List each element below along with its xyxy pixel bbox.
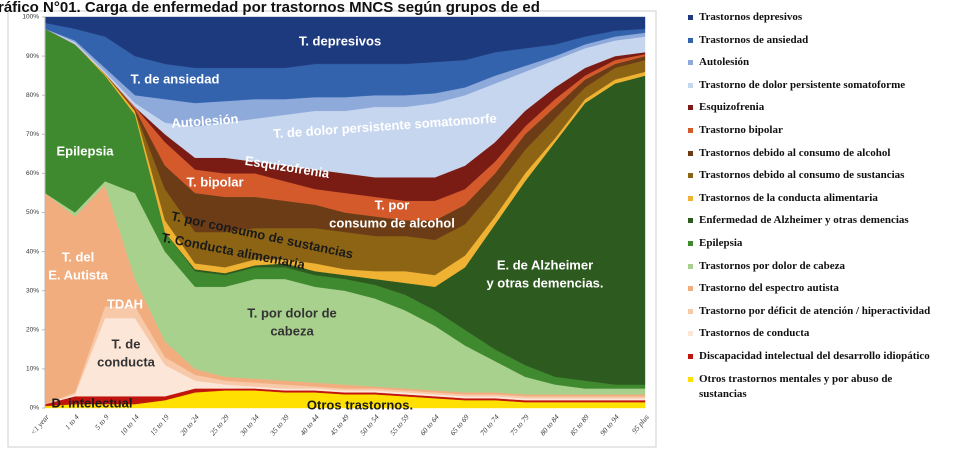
legend-label: Enfermedad de Alzheimer y otras demencia… — [699, 214, 909, 227]
legend-swatch — [688, 286, 693, 292]
legend-label: Trastornos de conducta — [699, 327, 810, 340]
legend-item: Trastornos de la conducta alimentaria — [688, 191, 878, 206]
legend-label: Trastornos debido al consumo de alcohol — [699, 146, 891, 159]
legend-swatch — [688, 37, 693, 43]
y-tick-label: 0% — [30, 405, 40, 412]
annotation: y otras demencias. — [486, 275, 603, 290]
y-tick-label: 80% — [26, 92, 39, 99]
legend-label: Trastornos debido al consumo de sustanci… — [699, 169, 905, 182]
legend-item: Trastorno de dolor persistente somatofor… — [688, 78, 905, 93]
annotation: T. de ansiedad — [131, 71, 220, 86]
legend-swatch — [688, 218, 693, 224]
legend-swatch — [688, 376, 693, 382]
annotation: Autolesión — [171, 111, 239, 131]
y-tick-label: 50% — [26, 209, 39, 216]
annotation: TDAH — [107, 296, 143, 311]
y-tick-label: 100% — [22, 14, 39, 21]
legend-swatch — [688, 150, 693, 156]
annotation: T. depresivos — [299, 33, 381, 48]
legend-item: Trastornos de ansiedad — [688, 33, 808, 48]
legend-swatch — [688, 128, 693, 133]
legend-item: Trastornos de conducta — [688, 326, 809, 341]
legend-item: Trastornos por dolor de cabeza — [688, 259, 845, 274]
legend-label: Discapacidad intelectual del desarrollo … — [699, 350, 930, 362]
legend-item: Esquizofrenia — [688, 100, 764, 115]
legend-label: Esquizofrenia — [699, 101, 765, 114]
legend-item: Trastornos depresivos — [688, 10, 802, 25]
legend-label: Autolesión — [699, 56, 750, 69]
legend-swatch — [688, 354, 693, 359]
annotation: T. bipolar — [186, 174, 243, 189]
legend-item: Trastorno del espectro autista — [688, 281, 839, 296]
y-tick-label: 70% — [26, 131, 39, 138]
legend: Trastornos depresivos Trastornos de ansie… — [688, 10, 953, 449]
y-tick-label: 20% — [26, 327, 39, 334]
legend-swatch — [688, 241, 693, 246]
y-tick-label: 10% — [26, 366, 39, 373]
legend-label: Trastornos depresivos — [699, 11, 803, 23]
y-tick-label: 40% — [26, 248, 39, 255]
legend-item: Epilepsia — [688, 236, 742, 251]
legend-label: Trastorno del espectro autista — [699, 282, 839, 295]
legend-item: Trastornos debido al consumo de alcohol — [688, 146, 890, 161]
chart-title: ráfico N°01. Carga de enfermedad por tra… — [0, 0, 540, 16]
legend-item: Otros trastornos mentales y por abuso de… — [688, 372, 923, 402]
legend-swatch — [688, 15, 693, 20]
legend-label: Trastorno de dolor persistente somatofor… — [699, 78, 906, 91]
legend-swatch — [688, 308, 693, 314]
legend-item: Trastornos debido al consumo de sustanci… — [688, 168, 904, 183]
legend-label: Epilepsia — [699, 237, 743, 249]
legend-label: Trastornos de la conducta alimentaria — [699, 191, 878, 204]
legend-label: Trastorno bipolar — [699, 124, 783, 136]
legend-item: Trastorno por déficit de atención / hipe… — [688, 304, 930, 319]
legend-label: Otros trastornos mentales y por abuso de… — [699, 372, 893, 400]
legend-label: Trastornos por dolor de cabeza — [699, 259, 846, 272]
annotation: E. de Alzheimer — [497, 257, 593, 272]
legend-swatch — [688, 173, 693, 179]
annotation: D. intelectual — [52, 395, 133, 410]
legend-swatch — [688, 105, 693, 111]
y-tick-label: 60% — [26, 170, 39, 177]
legend-item: Discapacidad intelectual del desarrollo … — [688, 349, 930, 364]
annotation: Otros trastornos. — [307, 397, 413, 412]
legend-label: Trastorno por déficit de atención / hipe… — [699, 304, 931, 317]
annotation: T. de — [112, 336, 141, 351]
legend-item: Enfermedad de Alzheimer y otras demencia… — [688, 213, 909, 228]
legend-item: Autolesión — [688, 55, 749, 70]
legend-label: Trastornos de ansiedad — [699, 33, 809, 46]
annotation: consumo de alcohol — [329, 215, 455, 230]
legend-swatch — [688, 263, 693, 269]
annotation: E. Autista — [48, 267, 108, 282]
legend-item: Trastorno bipolar — [688, 123, 783, 138]
legend-swatch — [688, 60, 693, 66]
legend-swatch — [688, 195, 693, 201]
y-tick-label: 90% — [26, 53, 39, 60]
annotation: T. del — [62, 249, 95, 264]
annotation: T. por — [375, 197, 410, 212]
y-tick-label: 30% — [26, 287, 39, 294]
area — [44, 16, 646, 69]
legend-swatch — [688, 331, 693, 337]
legend-swatch — [688, 82, 693, 88]
annotation: Epilepsia — [56, 143, 114, 158]
annotation: cabeza — [270, 323, 314, 338]
annotation: conducta — [97, 354, 156, 369]
annotation: T. por dolor de — [247, 305, 337, 320]
